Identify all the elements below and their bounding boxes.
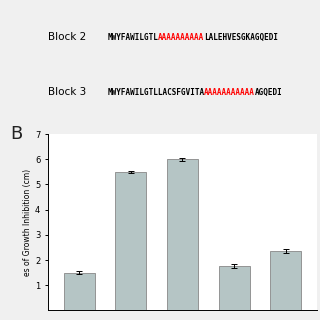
Y-axis label: es of Growth Inhibition (cm): es of Growth Inhibition (cm) xyxy=(23,169,32,276)
Bar xyxy=(63,273,94,310)
Text: Block 2: Block 2 xyxy=(48,32,86,42)
Text: Block 3: Block 3 xyxy=(48,87,86,97)
Text: LALEHVESGKAGQEDI: LALEHVESGKAGQEDI xyxy=(204,33,278,42)
Bar xyxy=(270,251,301,310)
Bar xyxy=(167,159,198,310)
Text: B: B xyxy=(10,125,23,143)
Text: MWYFAWILGTL: MWYFAWILGTL xyxy=(107,33,158,42)
Text: AGQEDI: AGQEDI xyxy=(255,88,283,97)
Bar xyxy=(219,266,250,310)
Text: MWYFAWILGTLLACSFGVITA: MWYFAWILGTLLACSFGVITA xyxy=(107,88,204,97)
Bar xyxy=(115,172,146,310)
Text: AAAAAAAAAAA: AAAAAAAAAAA xyxy=(204,88,255,97)
Text: AAAAAAAAAA: AAAAAAAAAA xyxy=(158,33,204,42)
